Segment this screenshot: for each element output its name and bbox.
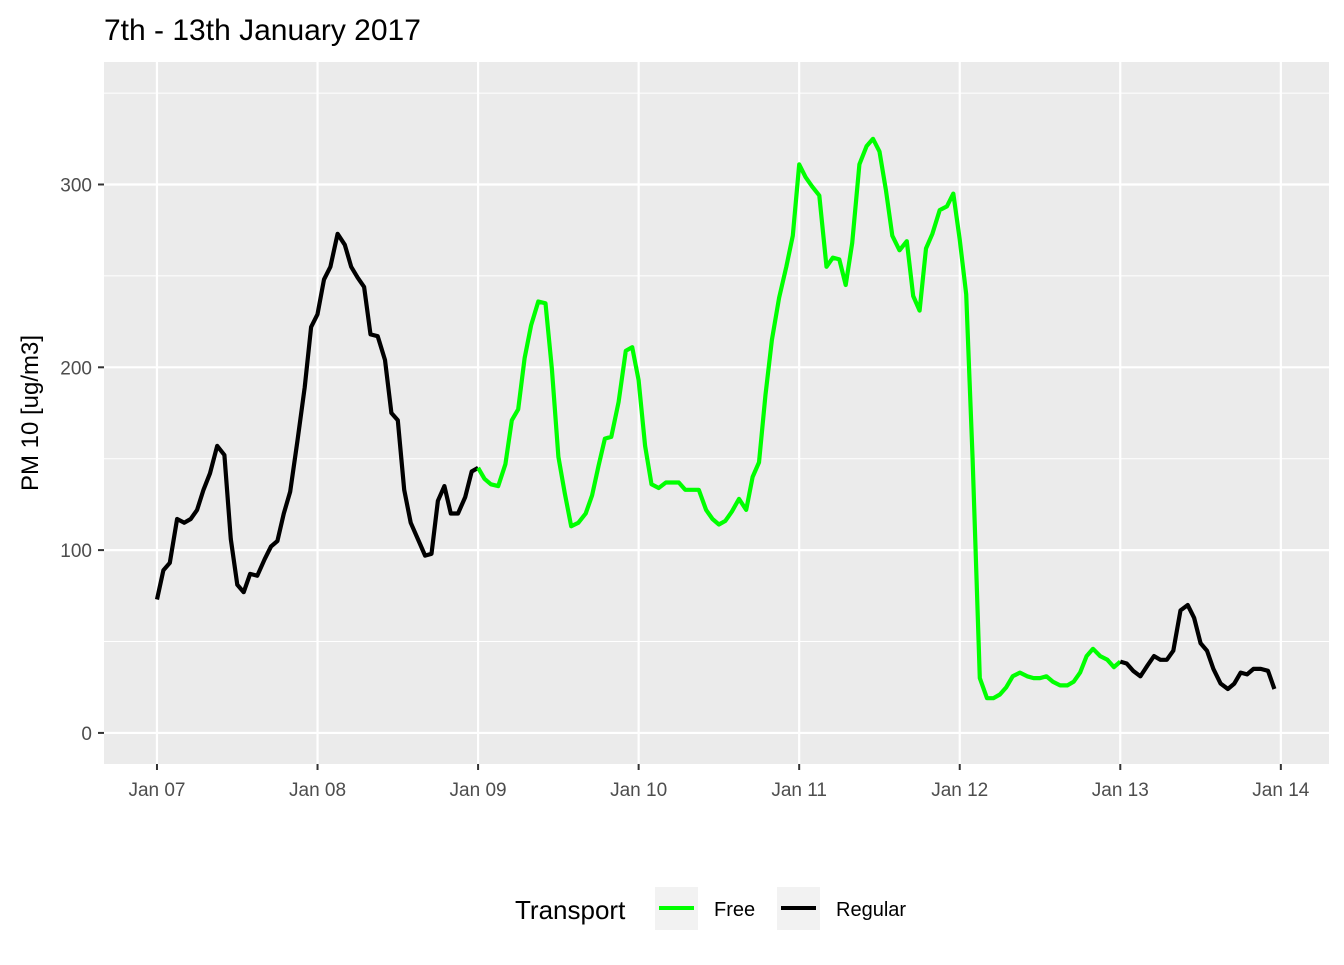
y-tick-label-0: 0 — [81, 724, 92, 745]
y-tick-label-3: 300 — [60, 175, 92, 196]
y-axis-label: PM 10 [ug/m3] — [17, 335, 44, 491]
series-line-regular-0 — [154, 231, 480, 600]
chart-title: 7th - 13th January 2017 — [104, 14, 421, 47]
x-tick-label-4: Jan 11 — [771, 780, 827, 801]
legend-entry-free: Free — [655, 887, 755, 930]
x-axis: Jan 07 Jan 08 Jan 09 Jan 10 Jan 11 Jan 12 Jan … — [128, 764, 1310, 801]
x-tick-label-6: Jan 13 — [1092, 780, 1149, 801]
series-line-free-1 — [476, 136, 1122, 701]
x-tick-label-0: Jan 07 — [128, 780, 185, 801]
x-tick-label-5: Jan 12 — [931, 780, 988, 801]
x-tick-label-2: Jan 09 — [450, 780, 507, 801]
legend-entry-regular: Regular — [777, 887, 906, 930]
plot-panel — [104, 62, 1329, 764]
x-tick-label-7: Jan 14 — [1252, 780, 1309, 801]
x-tick-label-1: Jan 08 — [289, 780, 346, 801]
grid-major — [104, 62, 1329, 764]
series-line-regular-2 — [1119, 602, 1277, 692]
legend-label-regular: Regular — [836, 899, 906, 921]
y-tick-label-1: 100 — [60, 541, 92, 562]
legend: Transport Free Regular — [515, 887, 906, 930]
y-axis: 0 100 200 300 — [60, 175, 104, 745]
grid-minor — [104, 92, 1329, 643]
legend-title: Transport — [515, 895, 626, 925]
series-lines — [154, 136, 1277, 701]
legend-label-free: Free — [714, 899, 755, 921]
x-tick-label-3: Jan 10 — [610, 780, 667, 801]
y-tick-label-2: 200 — [60, 358, 92, 379]
